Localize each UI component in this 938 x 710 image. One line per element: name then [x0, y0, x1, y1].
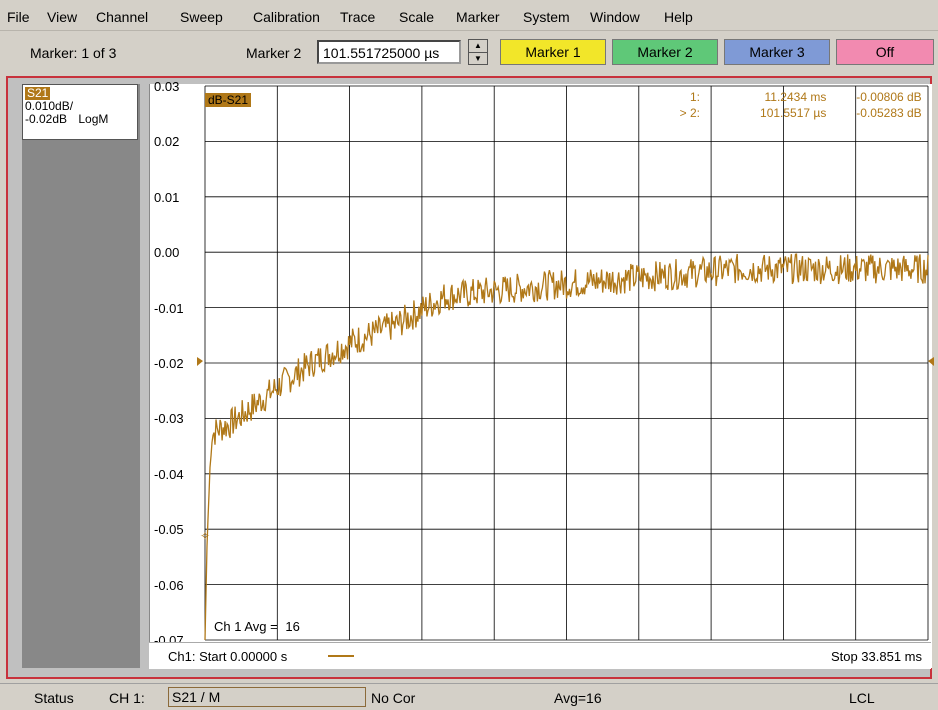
trace-scale: 0.010dB/ [25, 99, 74, 113]
reference-marker-left-icon [197, 357, 203, 366]
readout-1-y: -0.00806 dB [856, 90, 922, 104]
marker-count: Marker: 1 of 3 [30, 45, 117, 61]
y-tick-label: -0.06 [154, 577, 184, 593]
status-mode: LCL [849, 690, 875, 706]
reference-marker-right-icon [928, 357, 934, 366]
sweep-stop: Stop 33.851 ms [830, 649, 922, 664]
trace-legend-icon [328, 655, 354, 657]
menu-view[interactable]: View [47, 9, 78, 25]
spin-down-icon[interactable]: ▼ [469, 52, 487, 65]
menu-sweep[interactable]: Sweep [180, 9, 223, 25]
trace-label: dB-S21 [205, 93, 252, 107]
readout-1-id: 1: [689, 90, 700, 104]
y-tick-label: 0.00 [154, 245, 180, 261]
marker-3-button[interactable]: Marker 3 [724, 39, 830, 65]
trace-info-panel [22, 84, 140, 668]
status-average: Avg=16 [554, 690, 602, 706]
y-tick-label: -0.01 [154, 300, 184, 316]
y-tick-label: 0.02 [154, 134, 180, 150]
status-correction: No Cor [371, 690, 416, 706]
menu-bar: File View Channel Sweep Calibration Trac… [0, 0, 938, 31]
trace-format: LogM [78, 112, 109, 126]
average-indicator: Ch 1 Avg = 16 [214, 619, 300, 634]
status-bar: Status CH 1: S21 / M No Cor Avg=16 LCL [0, 683, 938, 710]
readout-2-x: 101.5517 µs [760, 106, 827, 120]
y-tick-label: -0.05 [154, 522, 184, 538]
status-label: Status [34, 690, 74, 706]
marker-2-button[interactable]: Marker 2 [612, 39, 718, 65]
y-tick-label: -0.04 [154, 466, 184, 482]
marker-off-button[interactable]: Off [836, 39, 934, 65]
menu-help[interactable]: Help [664, 9, 693, 25]
avg-value: 16 [285, 619, 300, 634]
trace-line [204, 253, 929, 641]
status-trace-field[interactable]: S21 / M [168, 687, 366, 707]
readout-2-y: -0.05283 dB [856, 106, 922, 120]
marker-label: Marker 2 [246, 45, 302, 61]
y-tick-label: 0.03 [154, 79, 180, 94]
menu-marker[interactable]: Marker [456, 9, 500, 25]
menu-system[interactable]: System [523, 9, 570, 25]
marker-spinner[interactable]: ▲ ▼ [468, 39, 488, 65]
status-channel: CH 1: [109, 690, 145, 706]
menu-calibration[interactable]: Calibration [253, 9, 320, 25]
plot-grid [204, 85, 929, 641]
trace-info-box[interactable]: S21 0.010dB/ -0.02dB LogM [22, 84, 138, 140]
spin-up-icon[interactable]: ▲ [474, 41, 482, 50]
sweep-footer: Ch1: Start 0.00000 s Stop 33.851 ms [149, 642, 931, 669]
menu-file[interactable]: File [7, 9, 30, 25]
marker-2-symbol-icon: ✧ [200, 529, 210, 543]
marker-toolbar: Marker: 1 of 3 Marker 2 101.551725000 µs… [0, 34, 938, 74]
marker-readout: 1: 11.2434 ms -0.00806 dB > 2: 101.5517 … [660, 89, 922, 121]
trace-name: S21 [25, 86, 51, 100]
menu-channel[interactable]: Channel [96, 9, 149, 25]
y-tick-label: 0.01 [154, 189, 180, 205]
menu-window[interactable]: Window [590, 9, 640, 25]
y-tick-label: -0.03 [154, 411, 184, 427]
plot-area [149, 84, 932, 668]
trace-ref: -0.02dB [25, 112, 68, 126]
sweep-start: Ch1: Start 0.00000 s [168, 649, 288, 664]
y-tick-label: -0.02 [154, 356, 184, 371]
avg-label: Ch 1 Avg = [214, 619, 278, 634]
menu-scale[interactable]: Scale [399, 9, 435, 25]
readout-1-x: 11.2434 ms [764, 90, 827, 104]
marker-value-input[interactable]: 101.551725000 µs [317, 40, 461, 64]
readout-2-id: > 2: [679, 106, 700, 120]
marker-1-button[interactable]: Marker 1 [500, 39, 606, 65]
menu-trace[interactable]: Trace [340, 9, 376, 25]
